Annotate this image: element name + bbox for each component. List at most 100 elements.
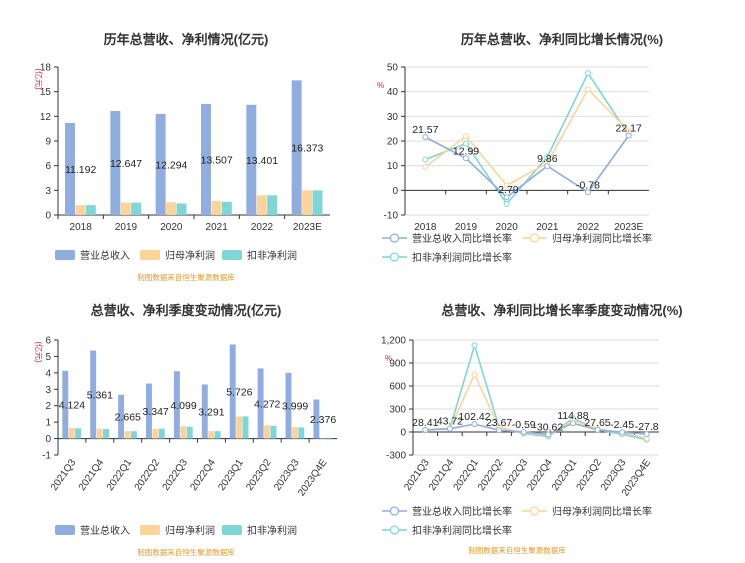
data-point-营业总收入同比增长率 bbox=[503, 194, 510, 201]
unit-label: (亿元) bbox=[34, 68, 44, 90]
data-label: 9.86 bbox=[537, 153, 558, 165]
legend-marker bbox=[529, 506, 540, 516]
data-label: -2.79 bbox=[495, 184, 519, 196]
bar-归母净利润 bbox=[319, 438, 326, 440]
y-tick-label: 900 bbox=[389, 359, 406, 370]
series-line-归母净利润同比增长率 bbox=[424, 87, 630, 187]
bar-归母净利润 bbox=[68, 427, 75, 439]
x-tick-label: 2022Q3 bbox=[161, 457, 191, 493]
legend-label: 扣非净利润同比增长率 bbox=[412, 251, 512, 264]
bar-归母净利润 bbox=[166, 202, 177, 215]
bar-营业总收入 bbox=[110, 111, 121, 215]
y-tick-label: 3 bbox=[45, 385, 51, 396]
x-tick-label: 2022Q4 bbox=[188, 457, 218, 493]
bar-扣非净利润 bbox=[312, 190, 323, 215]
y-tick-label: 1,200 bbox=[381, 336, 406, 347]
bar-扣非净利润 bbox=[242, 416, 249, 439]
data-label: 22.17 bbox=[616, 123, 642, 135]
data-label: 43.72 bbox=[437, 416, 463, 428]
bar-归母净利润 bbox=[256, 195, 267, 215]
data-point-归母净利润同比增长率 bbox=[585, 86, 591, 93]
data-label: 13.507 bbox=[201, 154, 233, 166]
legend-marker bbox=[389, 506, 400, 516]
bar-扣非净利润 bbox=[75, 428, 82, 439]
data-label: 3.291 bbox=[198, 407, 224, 419]
bar-营业总收入 bbox=[62, 370, 69, 439]
legend-label: 归母净利润同比增长率 bbox=[552, 232, 652, 245]
data-label: 114.88 bbox=[557, 410, 588, 422]
x-tick-label: 2023E bbox=[614, 222, 643, 233]
data-point-营业总收入同比增长率 bbox=[594, 426, 601, 433]
y-tick-label: 0 bbox=[45, 434, 51, 445]
bar-扣非净利润 bbox=[298, 427, 305, 439]
data-label: 27.65 bbox=[584, 417, 610, 429]
unit-label: % bbox=[377, 81, 384, 90]
legend-label: 归母净利润同比增长率 bbox=[552, 505, 652, 518]
data-point-营业总收入同比增长率 bbox=[619, 429, 626, 436]
bar-营业总收入 bbox=[257, 368, 264, 439]
data-label: 5.726 bbox=[226, 387, 252, 399]
y-tick-label: 0 bbox=[400, 428, 406, 439]
legend-label: 营业总收入同比增长率 bbox=[412, 232, 512, 245]
data-label: -30.62 bbox=[533, 421, 563, 433]
legend-swatch bbox=[222, 250, 242, 260]
chart-annual-revenue-profit-svg: 历年总营收、净利情况(亿元) 0 3 6 9 12 15 18(亿元) 2018 2019 2020… bbox=[34, 32, 330, 282]
unit-label: % bbox=[385, 354, 392, 363]
bar-归母净利润 bbox=[302, 190, 313, 215]
bar-归母净利润 bbox=[264, 425, 270, 439]
bar-扣非净利润 bbox=[131, 202, 142, 215]
x-tick-label: 2023Q3 bbox=[272, 457, 302, 493]
x-tick-label: 2020 bbox=[160, 222, 183, 233]
data-point-归母净利润同比增长率 bbox=[503, 182, 510, 189]
legend-marker bbox=[529, 233, 540, 243]
legend-swatch bbox=[140, 525, 160, 535]
data-label: 4.124 bbox=[59, 400, 85, 412]
series-line-扣非净利润同比增长率 bbox=[425, 71, 630, 206]
data-point-营业总收入同比增长率 bbox=[625, 132, 632, 139]
y-tick-label: -10 bbox=[384, 211, 399, 222]
chart-title: 总营收、净利季度变动情况(亿元) bbox=[91, 303, 282, 318]
legend-label: 归母净利润 bbox=[165, 249, 215, 262]
data-point-营业总收入同比增长率 bbox=[520, 429, 527, 436]
bar-扣非净利润 bbox=[103, 429, 109, 439]
data-point-营业总收入同比增长率 bbox=[496, 427, 503, 434]
legend-swatch bbox=[55, 525, 75, 535]
data-point-营业总收入同比增长率 bbox=[471, 421, 478, 428]
data-label: 12.99 bbox=[453, 145, 479, 157]
chart-annual-revenue-profit: 历年总营收、净利情况(亿元) 0 3 6 9 12 15 18 (亿元) 2018 2019 2020… bbox=[0, 0, 372, 285]
data-label: 4.099 bbox=[170, 400, 196, 412]
y-tick-label: 10 bbox=[387, 161, 399, 172]
data-point-营业总收入同比增长率 bbox=[585, 189, 591, 196]
series-line-营业总收入同比增长率 bbox=[424, 135, 630, 199]
legend-label: 扣非净利润 bbox=[247, 249, 297, 262]
bar-归母净利润 bbox=[180, 426, 187, 439]
y-tick-label: 50 bbox=[387, 63, 399, 74]
y-tick-label: 1 bbox=[45, 418, 51, 429]
y-tick-label: 6 bbox=[45, 161, 51, 172]
data-point-归母净利润同比增长率 bbox=[471, 371, 478, 378]
data-point-营业总收入同比增长率 bbox=[422, 426, 429, 433]
data-label: 16.373 bbox=[291, 143, 323, 155]
bar-营业总收入 bbox=[201, 103, 211, 215]
data-label: 11.192 bbox=[65, 164, 96, 176]
data-label: 2.665 bbox=[115, 412, 141, 424]
x-tick-label: 2023Q2 bbox=[244, 457, 274, 493]
unit-label: (亿元) bbox=[34, 341, 44, 363]
x-tick-label: 2023E bbox=[293, 222, 322, 233]
chart-title: 历年总营收、净利情况(亿元) bbox=[104, 32, 269, 47]
bar-营业总收入 bbox=[173, 371, 180, 439]
y-tick-label: 300 bbox=[389, 405, 406, 416]
bar-营业总收入 bbox=[229, 344, 236, 439]
bar-营业总收入 bbox=[291, 80, 302, 215]
data-point-营业总收入同比增长率 bbox=[544, 163, 551, 170]
legend-marker bbox=[389, 525, 400, 535]
x-tick-label: 2022Q1 bbox=[105, 457, 135, 493]
y-tick-label: 40 bbox=[387, 87, 399, 98]
y-tick-label: 15 bbox=[40, 87, 52, 98]
y-tick-label: 18 bbox=[40, 63, 52, 74]
data-point-扣非净利润同比增长率 bbox=[422, 156, 429, 163]
y-tick-label: 0 bbox=[392, 186, 398, 197]
data-label: 21.57 bbox=[412, 124, 438, 136]
y-tick-label: -1 bbox=[42, 451, 51, 462]
bar-营业总收入 bbox=[118, 394, 125, 439]
